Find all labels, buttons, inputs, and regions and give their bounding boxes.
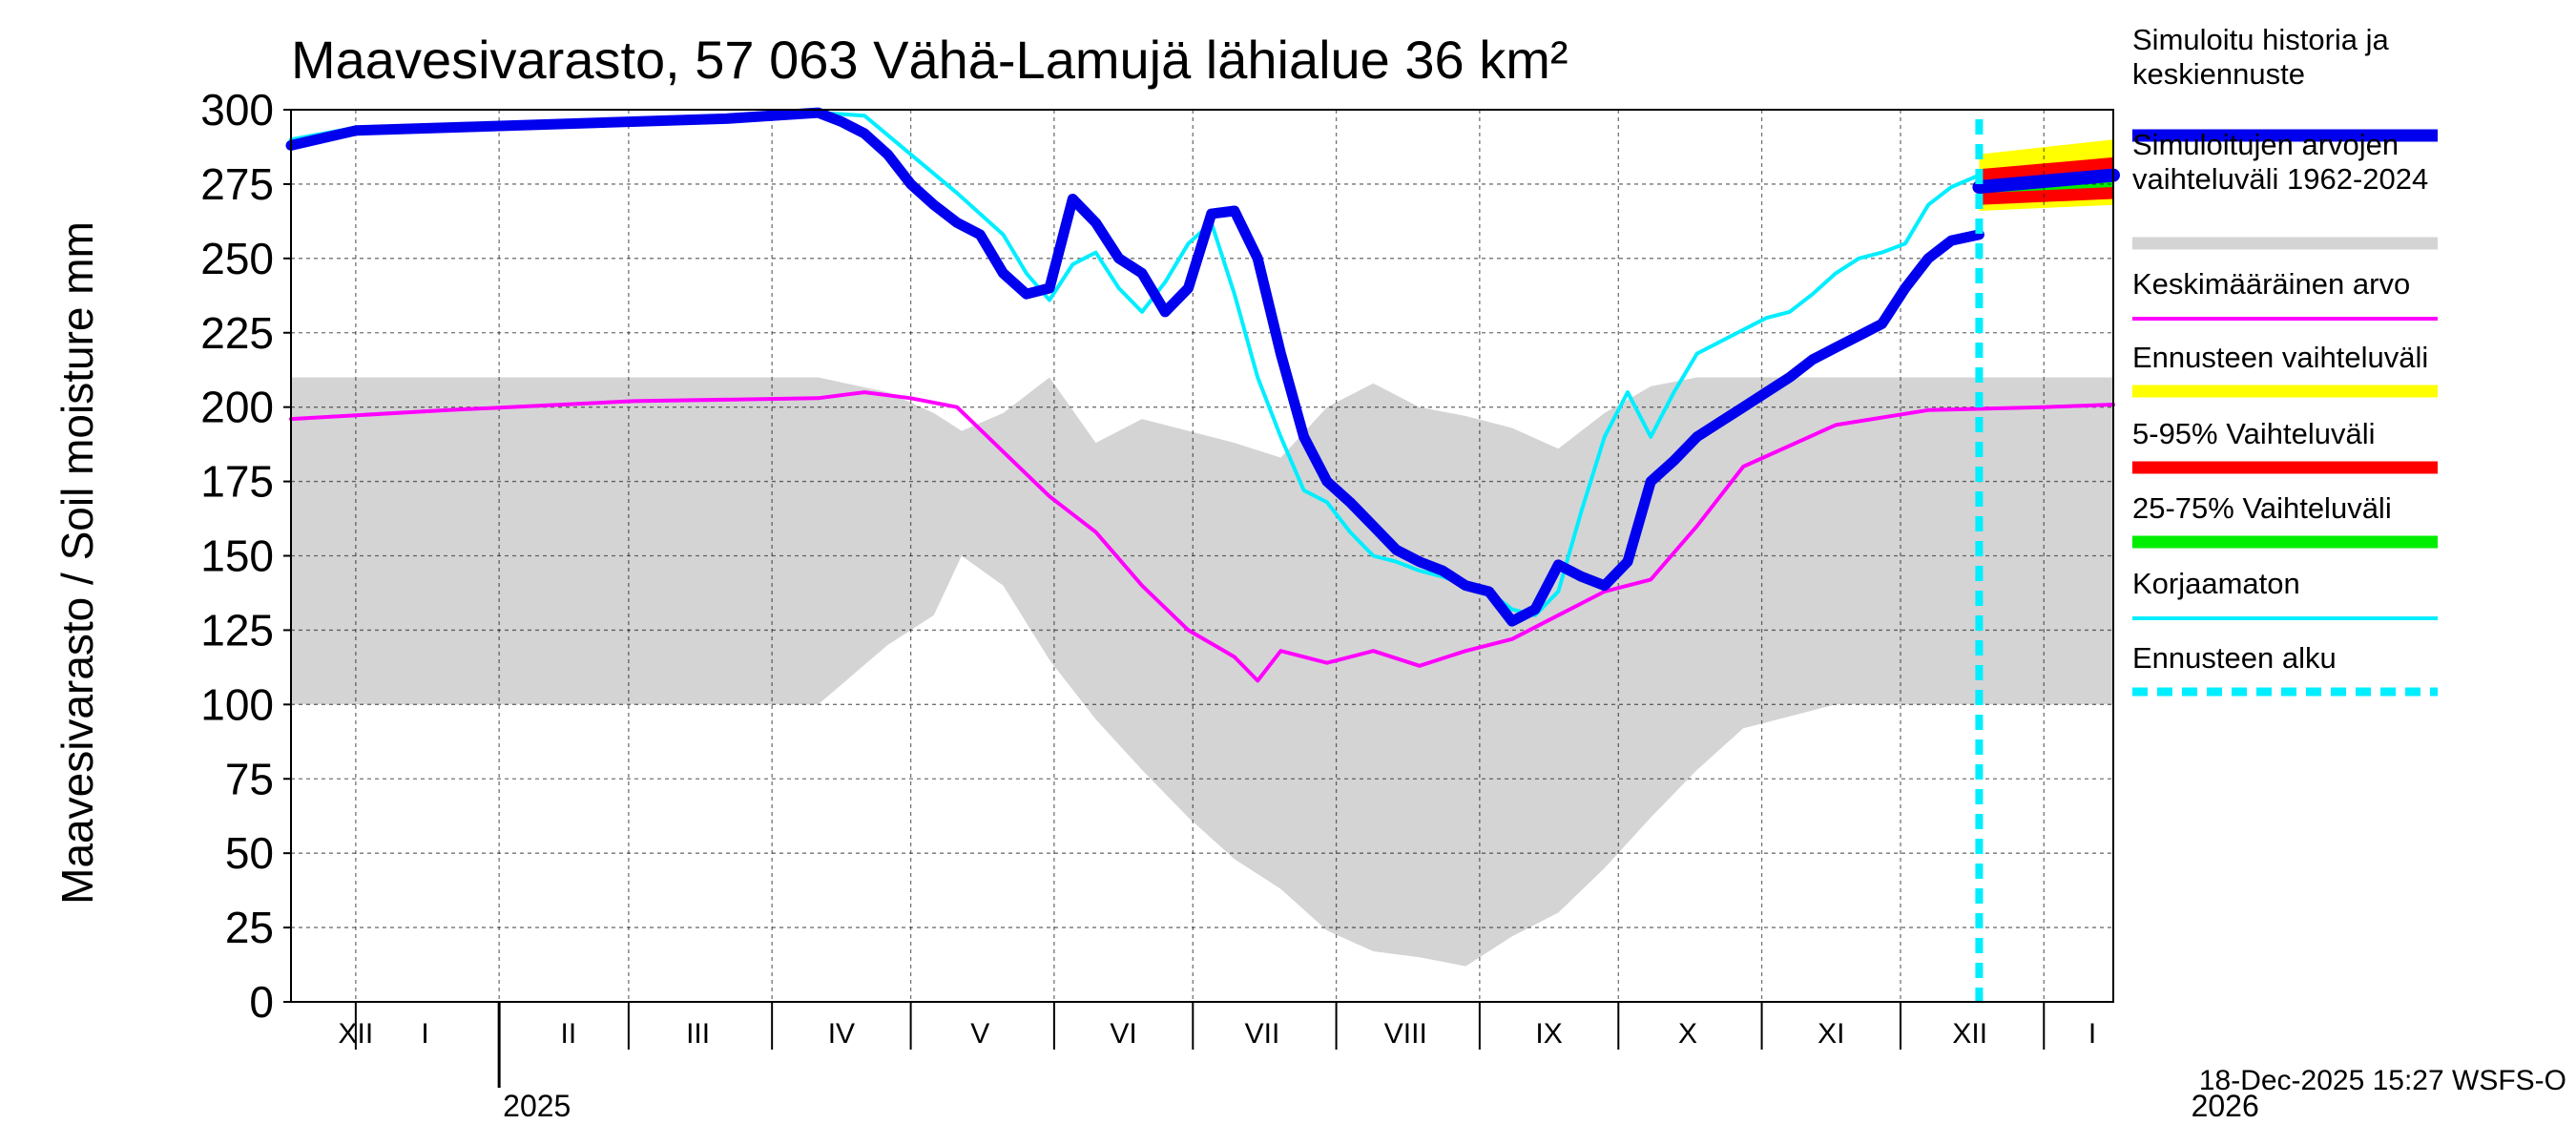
y-tick-label: 0	[249, 977, 274, 1027]
year-label: 2026	[2192, 1089, 2259, 1123]
series-simuloitu-historia-ja-keskiennuste-forecast	[1972, 168, 2120, 194]
y-tick-label: 100	[200, 679, 274, 729]
y-tick-label: 200	[200, 383, 274, 432]
legend-label: 25-75% Vaihteluväli	[2132, 491, 2392, 525]
month-label: I	[2088, 1018, 2096, 1050]
legend: Simuloitu historia jakeskiennusteSimuloi…	[2132, 23, 2438, 697]
series-korjaamaton	[289, 111, 1982, 617]
month-label: XII	[339, 1018, 374, 1050]
y-tick-label: 300	[200, 85, 274, 135]
y-axis-label: Maavesivarasto / Soil moisture mm	[52, 221, 102, 905]
legend-label: Simuloitu historia ja	[2132, 23, 2390, 56]
month-label: XI	[1818, 1018, 1844, 1050]
legend-label-line2: keskiennuste	[2132, 57, 2305, 91]
legend-item: Ennusteen vaihteluväli	[2132, 341, 2438, 398]
y-tick-label: 275	[200, 159, 274, 209]
legend-item: 25-75% Vaihteluväli	[2132, 491, 2438, 549]
y-tick-label: 50	[225, 828, 274, 878]
legend-item: Keskimääräinen arvo	[2132, 267, 2438, 321]
y-tick-label: 75	[225, 754, 274, 803]
y-tick-label: 25	[225, 903, 274, 952]
legend-item: 5-95% Vaihteluväli	[2132, 417, 2438, 474]
month-label: VI	[1110, 1018, 1136, 1050]
legend-label: Simuloitujen arvojen	[2132, 128, 2399, 161]
month-label: III	[686, 1018, 710, 1050]
band-simuloitujen-arvojen-vaihteluv-li-1962-2024	[291, 377, 2113, 967]
month-label: II	[561, 1018, 577, 1050]
month-label: IV	[828, 1018, 855, 1050]
month-label: VIII	[1384, 1018, 1427, 1050]
series-keskim-r-inen-arvo	[289, 390, 2115, 683]
month-label: VII	[1245, 1018, 1280, 1050]
y-tick-label: 150	[200, 531, 274, 581]
month-label: I	[421, 1018, 428, 1050]
legend-label: 5-95% Vaihteluväli	[2132, 417, 2375, 450]
y-tick-label: 250	[200, 234, 274, 283]
legend-label-line2: vaihteluväli 1962-2024	[2132, 162, 2428, 196]
legend-item: Ennusteen alku	[2132, 641, 2438, 697]
legend-label: Korjaamaton	[2132, 567, 2300, 600]
footer-timestamp: 18-Dec-2025 15:27 WSFS-O	[2199, 1065, 2566, 1096]
month-label: V	[970, 1018, 989, 1050]
series-simuloitu-historia-ja-keskiennuste	[285, 107, 1984, 627]
legend-label: Keskimääräinen arvo	[2132, 267, 2410, 301]
legend-label: Ennusteen vaihteluväli	[2132, 341, 2428, 374]
month-label: X	[1678, 1018, 1697, 1050]
month-label: IX	[1535, 1018, 1562, 1050]
month-label: XII	[1952, 1018, 1987, 1050]
chart-title: Maavesivarasto, 57 063 Vähä-Lamujä lähia…	[291, 30, 1568, 90]
y-tick-label: 175	[200, 457, 274, 507]
year-label: 2025	[503, 1089, 571, 1123]
y-tick-label: 225	[200, 308, 274, 358]
legend-item: Korjaamaton	[2132, 567, 2438, 620]
y-tick-label: 125	[200, 605, 274, 655]
legend-label: Ennusteen alku	[2132, 641, 2337, 675]
